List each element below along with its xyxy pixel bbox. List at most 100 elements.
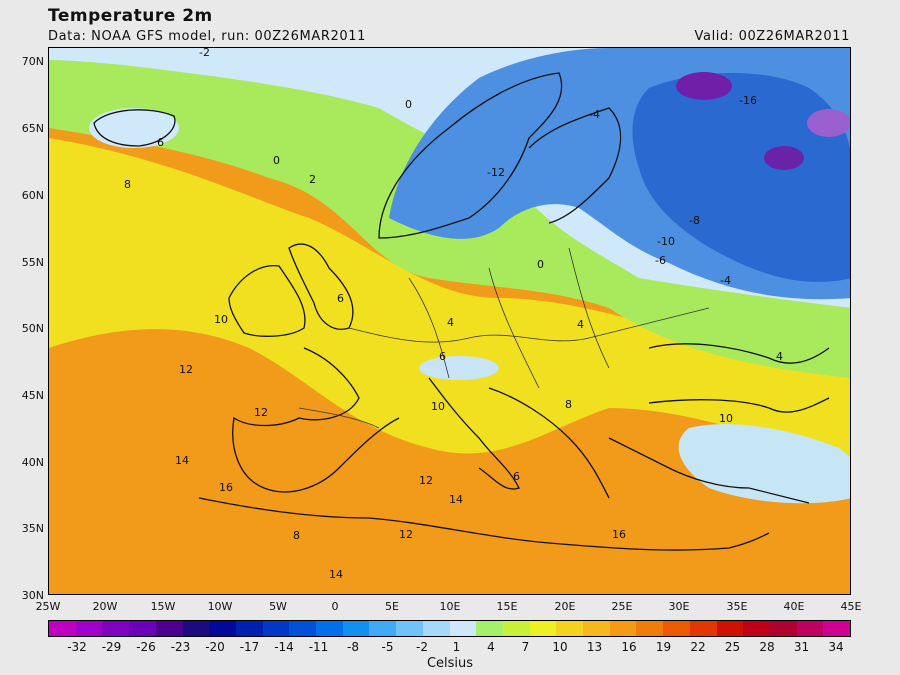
- contour-label: 8: [565, 398, 572, 411]
- color-swatch: [823, 621, 851, 636]
- color-swatch: [689, 621, 717, 636]
- contour-label: 16: [219, 481, 233, 494]
- color-swatch: [75, 621, 103, 636]
- color-swatch: [396, 621, 423, 636]
- contour-label: 8: [293, 529, 300, 542]
- lon-label: 10W: [207, 600, 233, 613]
- contour-label: -2: [199, 48, 210, 59]
- contour-label: 12: [179, 363, 193, 376]
- color-swatch: [102, 621, 130, 636]
- contour-label: -6: [655, 254, 666, 267]
- lon-label: 0: [331, 600, 339, 613]
- color-scale-label: -29: [101, 640, 122, 654]
- color-scale-label: -26: [136, 640, 156, 654]
- color-swatch: [636, 621, 664, 636]
- lon-label: 15W: [150, 600, 176, 613]
- units-label: Celsius: [426, 656, 474, 671]
- contour-label: 12: [399, 528, 413, 541]
- contour-label: 6: [337, 292, 344, 305]
- color-scale-label: -20: [205, 640, 225, 654]
- color-scale-label: 1: [452, 640, 461, 654]
- color-swatch: [796, 621, 824, 636]
- contour-label-layer: -2 0 0 0 2 4 4 4 6 6 6 6 8 8 8 10 10 10 …: [124, 48, 783, 581]
- contour-label: 10: [719, 412, 733, 425]
- lat-label: 30N: [21, 589, 44, 602]
- color-scale-label: 16: [621, 640, 637, 654]
- color-scale-label: 25: [724, 640, 741, 654]
- lat-label: 70N: [21, 55, 44, 68]
- color-swatch: [209, 621, 236, 636]
- color-swatch: [529, 621, 557, 636]
- contour-label: 2: [309, 173, 316, 186]
- color-swatch: [182, 621, 210, 636]
- color-swatch: [155, 621, 183, 636]
- lon-label: 20E: [554, 600, 576, 613]
- contour-label: 14: [175, 454, 189, 467]
- color-swatch: [663, 621, 690, 636]
- color-scale-label: -8: [347, 640, 359, 654]
- coldest-core-2: [764, 146, 804, 170]
- contour-label: 12: [419, 474, 433, 487]
- map-graphic: -2 0 0 0 2 4 4 4 6 6 6 6 8 8 8 10 10 10 …: [49, 48, 850, 594]
- contour-label: 0: [405, 98, 412, 111]
- contour-label: -4: [589, 108, 600, 121]
- color-swatch: [235, 621, 263, 636]
- lat-label: 55N: [21, 256, 44, 269]
- alps-cool: [419, 356, 499, 380]
- contour-label: 14: [329, 568, 343, 581]
- color-scale-label: -14: [274, 640, 294, 654]
- lon-label: 25E: [611, 600, 633, 613]
- contour-label: 12: [254, 406, 268, 419]
- lat-label: 65N: [21, 122, 44, 135]
- color-swatch: [556, 621, 584, 636]
- color-scale-label: -11: [308, 640, 329, 654]
- color-swatch: [262, 621, 290, 636]
- contour-label: 8: [124, 178, 131, 191]
- lat-label: 60N: [21, 189, 44, 202]
- mild-region: [49, 138, 850, 468]
- color-swatch: [449, 621, 477, 636]
- color-scale-label: 28: [759, 640, 775, 654]
- contour-label: -10: [657, 235, 675, 248]
- color-swatch: [369, 621, 397, 636]
- lon-label: 25W: [35, 600, 61, 613]
- color-scale-label: -32: [67, 640, 87, 654]
- lat-label: 50N: [21, 322, 44, 335]
- contour-label: -4: [720, 274, 731, 287]
- lon-label: 45E: [840, 600, 862, 613]
- color-scale-bar: [48, 620, 851, 637]
- lat-label: 45N: [21, 389, 44, 402]
- borders: [298, 247, 710, 429]
- color-scale-label: -5: [381, 640, 394, 654]
- color-swatch: [289, 621, 317, 636]
- color-swatch: [342, 621, 370, 636]
- lat-label: 35N: [21, 522, 44, 535]
- contour-label: 6: [157, 136, 164, 149]
- color-scale-label: 34: [828, 640, 844, 654]
- lon-label: 30E: [668, 600, 690, 613]
- contour-label: 4: [776, 350, 783, 363]
- lon-label: 10E: [439, 600, 461, 613]
- lon-label: 15E: [496, 600, 518, 613]
- lon-label: 35E: [726, 600, 748, 613]
- lon-label: 5E: [385, 600, 399, 613]
- contour-label: 10: [214, 313, 228, 326]
- color-scale-label: -2: [416, 640, 428, 654]
- color-scale-label: 10: [552, 640, 568, 654]
- chart-title: Temperature 2m: [48, 6, 213, 26]
- lon-label: 5W: [269, 600, 287, 613]
- color-swatch: [743, 621, 770, 636]
- contour-label: -8: [689, 214, 700, 227]
- temperature-map: -2 0 0 0 2 4 4 4 6 6 6 6 8 8 8 10 10 10 …: [48, 47, 851, 595]
- color-swatch: [476, 621, 503, 636]
- contour-label: -16: [739, 94, 757, 107]
- contour-label: 4: [447, 316, 454, 329]
- contour-label: 4: [577, 318, 584, 331]
- contour-label: 0: [273, 154, 280, 167]
- coldest-core-3: [807, 109, 850, 137]
- valid-time-label: Valid: 00Z26MAR2011: [694, 29, 850, 44]
- color-scale-label: 19: [655, 640, 672, 654]
- coastlines: [93, 72, 830, 551]
- very-cold-region: [632, 73, 850, 282]
- color-scale-label: 22: [690, 640, 706, 654]
